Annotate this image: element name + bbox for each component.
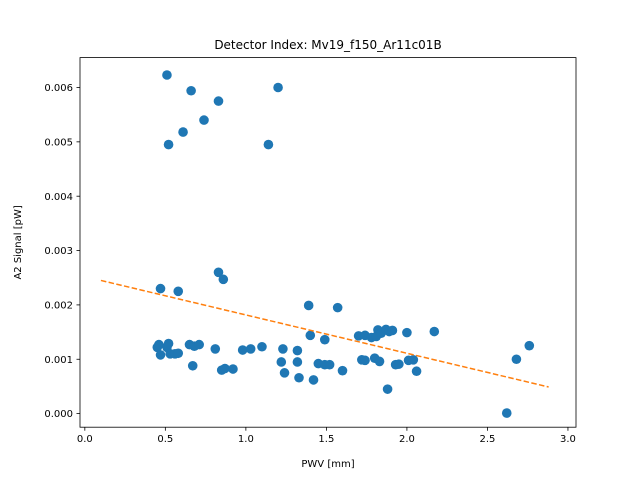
data-point (279, 368, 290, 378)
data-point (228, 364, 238, 374)
y-tick-label: 0.004 (44, 192, 73, 203)
data-point (294, 372, 304, 383)
data-point (155, 283, 166, 294)
data-point (187, 360, 198, 371)
x-tick-label: 0.5 (157, 434, 173, 445)
data-point (178, 127, 188, 137)
y-tick-label: 0.003 (44, 246, 73, 257)
data-point (220, 363, 230, 374)
data-point (213, 267, 224, 278)
data-point (337, 365, 348, 376)
data-point (308, 375, 319, 385)
data-point (237, 345, 248, 355)
data-point (374, 356, 385, 367)
data-point (194, 339, 204, 350)
plot-area (100, 70, 549, 418)
fit-line (100, 279, 549, 388)
x-tick-label: 0.0 (77, 434, 93, 445)
chart-title: Detector Index: Mv19_f150_Ar11c01B (214, 38, 441, 52)
data-point (257, 341, 267, 352)
data-point (173, 348, 184, 359)
x-axis: 0.0 0.5 1.0 1.5 2.0 2.5 3.0 (77, 427, 576, 445)
y-tick-label: 0.006 (44, 83, 73, 94)
data-point (501, 408, 512, 418)
data-point (163, 139, 174, 150)
x-tick-label: 3.0 (560, 434, 576, 445)
y-tick-label: 0.001 (44, 355, 73, 366)
x-tick-label: 1.5 (318, 434, 334, 445)
data-point (319, 334, 330, 345)
data-point (273, 82, 283, 93)
data-point (324, 359, 335, 370)
data-point (245, 344, 256, 354)
data-point (305, 330, 316, 341)
x-tick-label: 1.0 (238, 434, 254, 445)
data-point (394, 359, 404, 369)
data-point (303, 300, 314, 311)
data-point (210, 344, 221, 354)
x-tick-label: 2.0 (399, 434, 415, 445)
data-point (408, 355, 419, 365)
data-point (162, 70, 172, 80)
y-axis: 0.000 0.001 0.002 0.003 0.004 0.005 0.006 (44, 83, 80, 420)
data-point (218, 274, 229, 285)
data-point (429, 326, 440, 337)
data-point (524, 340, 535, 351)
data-point (332, 302, 343, 313)
y-tick-label: 0.005 (44, 137, 73, 148)
data-point (292, 357, 303, 367)
data-point (173, 286, 184, 297)
y-tick-label: 0.000 (44, 409, 73, 420)
data-point (276, 357, 287, 367)
data-point (163, 338, 174, 349)
data-point (154, 339, 164, 350)
data-point (278, 344, 288, 354)
data-point (511, 354, 522, 365)
data-point (213, 96, 224, 106)
data-point (186, 85, 196, 96)
data-point (382, 384, 393, 394)
axes-frame (79, 57, 577, 428)
x-tick-label: 2.5 (479, 434, 495, 445)
data-point (402, 327, 412, 338)
data-point (292, 345, 303, 356)
y-tick-label: 0.002 (44, 301, 73, 312)
data-point (155, 350, 166, 360)
data-point (387, 325, 398, 336)
data-point (199, 115, 209, 125)
data-point (411, 366, 422, 377)
data-point (263, 139, 274, 150)
y-axis-label: A2 Signal [pW] (13, 205, 24, 279)
x-axis-label: PWV [mm] (301, 459, 354, 470)
data-point (360, 355, 370, 366)
